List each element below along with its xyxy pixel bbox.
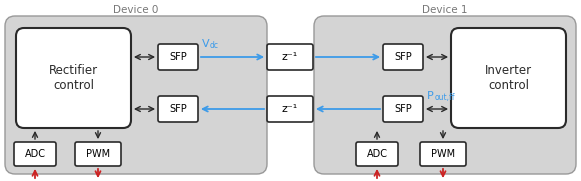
Text: z⁻¹: z⁻¹: [282, 104, 298, 114]
FancyBboxPatch shape: [383, 96, 423, 122]
Text: dc: dc: [210, 41, 219, 50]
Text: V: V: [202, 39, 210, 49]
FancyBboxPatch shape: [75, 142, 121, 166]
Text: SFP: SFP: [169, 52, 187, 62]
FancyBboxPatch shape: [267, 96, 313, 122]
Text: SFP: SFP: [394, 52, 412, 62]
FancyBboxPatch shape: [14, 142, 56, 166]
Text: P: P: [427, 91, 434, 101]
FancyBboxPatch shape: [356, 142, 398, 166]
Text: Device 1: Device 1: [422, 5, 468, 15]
Text: ADC: ADC: [367, 149, 388, 159]
Text: PWM: PWM: [86, 149, 110, 159]
FancyBboxPatch shape: [5, 16, 267, 174]
Text: Device 0: Device 0: [113, 5, 159, 15]
FancyBboxPatch shape: [158, 96, 198, 122]
FancyBboxPatch shape: [16, 28, 131, 128]
FancyBboxPatch shape: [420, 142, 466, 166]
Text: out,ff: out,ff: [435, 93, 456, 102]
FancyBboxPatch shape: [314, 16, 576, 174]
Text: Rectifier
control: Rectifier control: [49, 64, 98, 92]
Text: PWM: PWM: [431, 149, 455, 159]
Text: SFP: SFP: [394, 104, 412, 114]
Text: SFP: SFP: [169, 104, 187, 114]
Text: Inverter
control: Inverter control: [485, 64, 532, 92]
Text: z⁻¹: z⁻¹: [282, 52, 298, 62]
Text: ADC: ADC: [24, 149, 45, 159]
FancyBboxPatch shape: [451, 28, 566, 128]
FancyBboxPatch shape: [383, 44, 423, 70]
FancyBboxPatch shape: [267, 44, 313, 70]
FancyBboxPatch shape: [158, 44, 198, 70]
